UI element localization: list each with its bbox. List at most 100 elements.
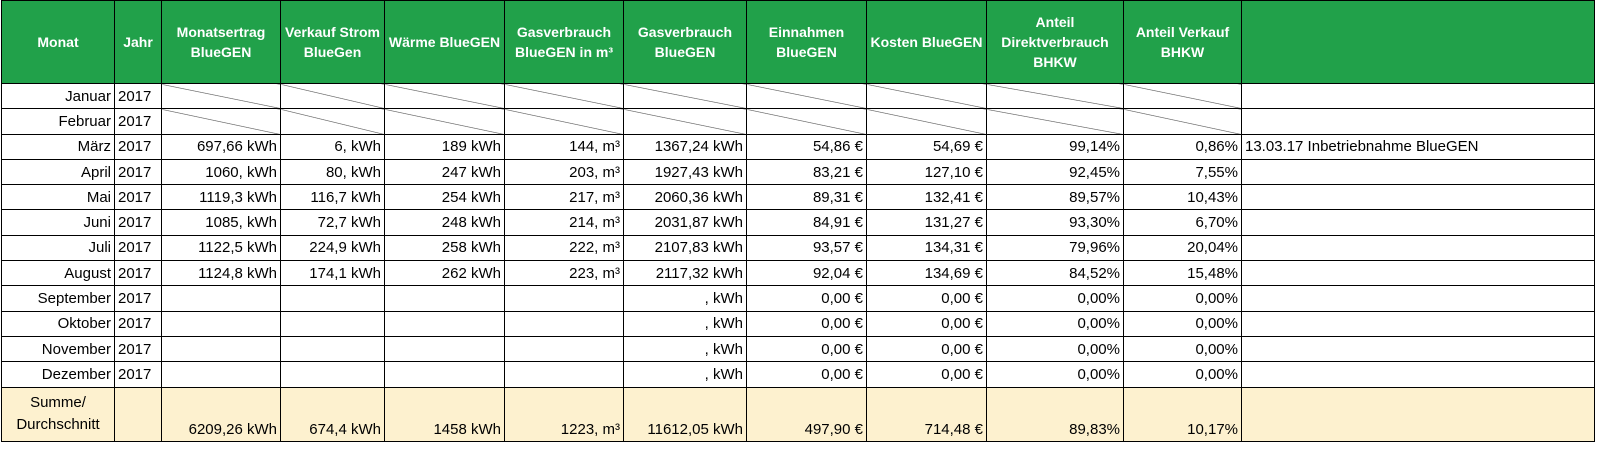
year-cell: 2017 bbox=[114, 184, 162, 211]
note-cell bbox=[1241, 361, 1595, 388]
note-cell bbox=[1241, 184, 1595, 211]
value-cell: 116,7 kWh bbox=[280, 184, 385, 211]
value-cell: 497,90 € bbox=[746, 386, 867, 442]
value-cell: 189 kWh bbox=[384, 133, 505, 160]
note-cell bbox=[1241, 285, 1595, 312]
header-cell: Anteil Direktverbrauch BHKW bbox=[986, 0, 1124, 84]
note-cell bbox=[1241, 108, 1595, 135]
year-cell: 2017 bbox=[114, 335, 162, 363]
value-cell: 254 kWh bbox=[384, 184, 505, 211]
value-cell: 99,14% bbox=[986, 133, 1124, 160]
value-cell: 0,00 € bbox=[746, 285, 867, 312]
value-cell: 10,17% bbox=[1123, 386, 1242, 442]
value-cell: 217, m³ bbox=[504, 184, 624, 211]
month-cell: Mai bbox=[1, 184, 115, 211]
value-cell bbox=[623, 108, 747, 135]
value-cell bbox=[280, 361, 385, 388]
value-cell: 79,96% bbox=[986, 234, 1124, 262]
value-cell: 1085, kWh bbox=[161, 209, 281, 236]
data-row: Dezember 2017, kWh 0,00 €0,00 €0,00% 0,00% bbox=[1, 361, 1595, 388]
value-cell: 674,4 kWh bbox=[280, 386, 385, 442]
data-row: Januar 2017 bbox=[1, 82, 1595, 110]
note-cell bbox=[1241, 335, 1595, 363]
value-cell: 1927,43 kWh bbox=[623, 158, 747, 186]
value-cell: 0,00 € bbox=[866, 361, 987, 388]
value-cell: 84,91 € bbox=[746, 209, 867, 236]
month-cell: August bbox=[1, 260, 115, 287]
value-cell: 247 kWh bbox=[384, 158, 505, 186]
value-cell: 223, m³ bbox=[504, 260, 624, 287]
value-cell: 1458 kWh bbox=[384, 386, 505, 442]
value-cell: 258 kWh bbox=[384, 234, 505, 262]
value-cell: 84,52% bbox=[986, 260, 1124, 287]
header-cell: Wärme BlueGEN bbox=[384, 0, 505, 84]
value-cell: 0,00% bbox=[986, 335, 1124, 363]
value-cell: 214, m³ bbox=[504, 209, 624, 236]
value-cell bbox=[1123, 108, 1242, 135]
header-cell: Verkauf Strom BlueGen bbox=[280, 0, 385, 84]
value-cell: , kWh bbox=[623, 361, 747, 388]
value-cell: 174,1 kWh bbox=[280, 260, 385, 287]
value-cell bbox=[986, 108, 1124, 135]
note-cell bbox=[1241, 310, 1595, 337]
value-cell: 714,48 € bbox=[866, 386, 987, 442]
value-cell: 2107,83 kWh bbox=[623, 234, 747, 262]
note-cell bbox=[1241, 158, 1595, 186]
value-cell: , kWh bbox=[623, 335, 747, 363]
value-cell: 54,86 € bbox=[746, 133, 867, 160]
data-row: März 2017 697,66 kWh 6, kWh 189 kWh 144, m³ 13… bbox=[1, 133, 1595, 160]
value-cell bbox=[280, 82, 385, 110]
value-cell bbox=[504, 310, 624, 337]
data-row: April 2017 1060, kWh 80, kWh 247 kWh 203, m³ 1… bbox=[1, 158, 1595, 186]
value-cell bbox=[280, 108, 385, 135]
value-cell: 0,00 € bbox=[746, 310, 867, 337]
year-cell: 2017 bbox=[114, 82, 162, 110]
month-cell: Juli bbox=[1, 234, 115, 262]
data-row: September 2017, kWh 0,00 €0,00 €0,00% 0,00% bbox=[1, 285, 1595, 312]
value-cell: 203, m³ bbox=[504, 158, 624, 186]
year-cell: 2017 bbox=[114, 209, 162, 236]
note-cell bbox=[1241, 82, 1595, 110]
value-cell: 132,41 € bbox=[866, 184, 987, 211]
month-cell: Januar bbox=[1, 82, 115, 110]
value-cell bbox=[161, 335, 281, 363]
value-cell: 0,00% bbox=[986, 310, 1124, 337]
value-cell: 144, m³ bbox=[504, 133, 624, 160]
value-cell: , kWh bbox=[623, 310, 747, 337]
value-cell: 2031,87 kWh bbox=[623, 209, 747, 236]
year-cell: 2017 bbox=[114, 285, 162, 312]
header-cell: Gasverbrauch BlueGEN in m³ bbox=[504, 0, 624, 84]
year-cell: 2017 bbox=[114, 361, 162, 388]
value-cell: 0,00 € bbox=[866, 285, 987, 312]
data-row: Mai 2017 1119,3 kWh 116,7 kWh 254 kWh 217, m³… bbox=[1, 184, 1595, 211]
year-cell: 2017 bbox=[114, 108, 162, 135]
value-cell: 1124,8 kWh bbox=[161, 260, 281, 287]
value-cell bbox=[384, 285, 505, 312]
value-cell: 0,00% bbox=[1123, 335, 1242, 363]
header-cell: Monat bbox=[1, 0, 115, 84]
data-row: Juni 2017 1085, kWh 72,7 kWh 248 kWh 214, m³ 2… bbox=[1, 209, 1595, 236]
value-cell bbox=[280, 285, 385, 312]
value-cell bbox=[746, 82, 867, 110]
value-cell bbox=[280, 335, 385, 363]
month-cell: November bbox=[1, 335, 115, 363]
value-cell: 0,00 € bbox=[866, 335, 987, 363]
value-cell: 6, kWh bbox=[280, 133, 385, 160]
header-cell: Monatsertrag BlueGEN bbox=[161, 0, 281, 84]
value-cell: 224,9 kWh bbox=[280, 234, 385, 262]
table-body: Januar 2017 Februar 2017 März 2017 697,66 kWh 6… bbox=[1, 82, 1595, 442]
value-cell: 0,00% bbox=[986, 361, 1124, 388]
value-cell: 1223, m³ bbox=[504, 386, 624, 442]
value-cell: 93,57 € bbox=[746, 234, 867, 262]
month-cell: Februar bbox=[1, 108, 115, 135]
value-cell bbox=[280, 310, 385, 337]
value-cell: 89,83% bbox=[986, 386, 1124, 442]
value-cell: 222, m³ bbox=[504, 234, 624, 262]
value-cell bbox=[504, 361, 624, 388]
summary-row: Summe/ Durchschnitt 6209,26 kWh 674,4 kWh 1… bbox=[1, 386, 1595, 442]
month-cell: September bbox=[1, 285, 115, 312]
value-cell bbox=[504, 285, 624, 312]
spreadsheet-table: Monat Jahr Monatsertrag BlueGEN Verkauf Str… bbox=[1, 0, 1595, 442]
data-row: November 2017, kWh 0,00 €0,00 €0,00% 0,00% bbox=[1, 335, 1595, 363]
